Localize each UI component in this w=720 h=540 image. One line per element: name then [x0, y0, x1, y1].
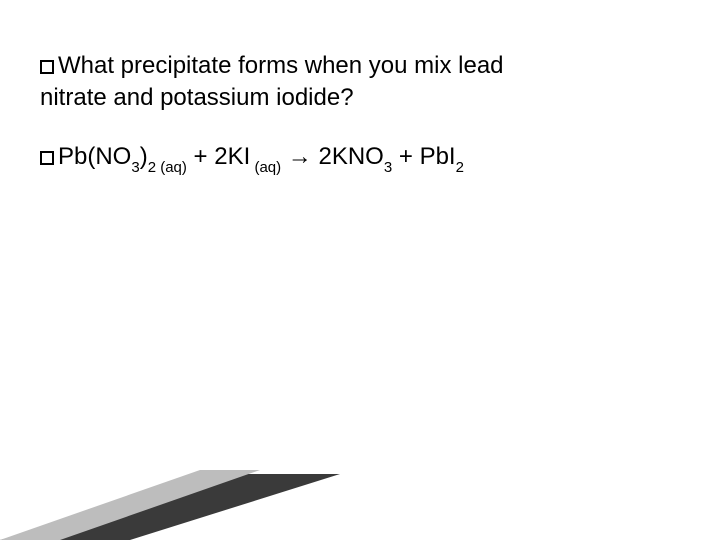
eq-pbi2-sub: 2: [456, 159, 464, 176]
question-rest-line1: precipitate forms when you mix lead: [114, 52, 504, 79]
eq-arrow: →: [281, 143, 318, 170]
dark-stripe: [0, 474, 340, 540]
eq-plus2: +: [392, 143, 419, 170]
eq-plus1: +: [187, 143, 214, 170]
eq-kno3-a: KNO: [332, 143, 384, 170]
eq-ki: KI: [228, 143, 251, 170]
question-line2: nitrate and potassium iodide?: [40, 84, 354, 111]
question-paragraph: What precipitate forms when you mix lead…: [40, 50, 680, 115]
eq-pbno3-sub2: 2: [148, 159, 156, 176]
eq-pbno3-sub1: 3: [131, 159, 139, 176]
light-stripe: [0, 470, 260, 540]
eq-ki-state: (aq): [250, 159, 281, 176]
eq-pbno3-b: ): [140, 143, 148, 170]
corner-decoration: [0, 470, 340, 540]
bullet-icon: [40, 151, 54, 165]
slide: What precipitate forms when you mix lead…: [0, 0, 720, 540]
eq-kno3-coeff: 2: [318, 143, 331, 170]
eq-pbi2-a: PbI: [420, 143, 456, 170]
eq-pbno3-state: (aq): [156, 159, 187, 176]
eq-pbno3-a: Pb(NO: [58, 143, 131, 170]
chemical-equation: Pb(NO3)2 (aq) + 2KI (aq) → 2KNO3 + PbI2: [40, 143, 680, 174]
eq-ki-coeff: 2: [214, 143, 227, 170]
bullet-icon: [40, 60, 54, 74]
question-word-1: What: [58, 52, 114, 79]
eq-kno3-sub: 3: [384, 159, 392, 176]
